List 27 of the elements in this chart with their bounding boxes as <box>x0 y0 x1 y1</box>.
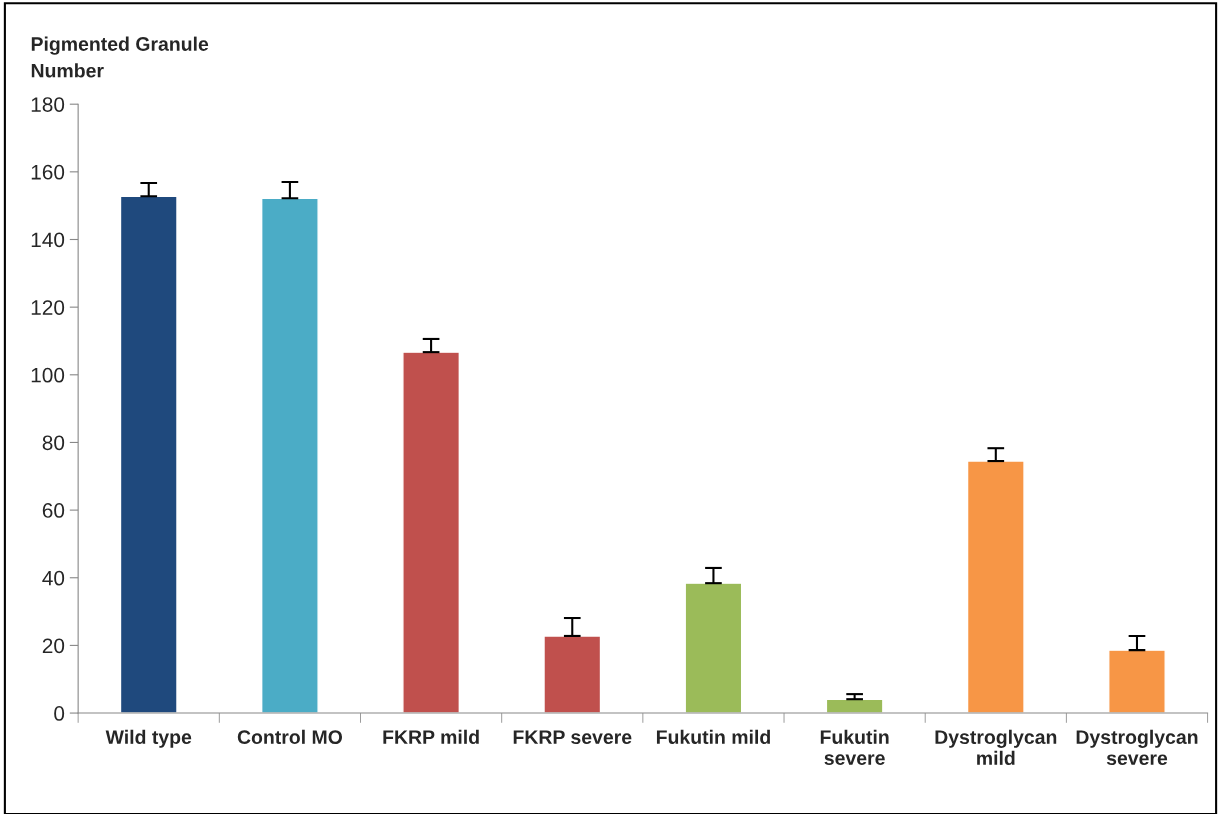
bar <box>260 197 319 714</box>
y-tick-label: 40 <box>42 570 65 586</box>
x-tick-label: Fukutin mild <box>656 729 770 745</box>
y-tick-label: 180 <box>31 97 65 112</box>
x-tick-label: Control MO <box>237 729 343 745</box>
x-tick-label: Dystroglycan severe <box>1076 729 1198 766</box>
x-tick-label: Dystroglycan mild <box>935 729 1057 766</box>
y-tick-label: 100 <box>31 367 65 383</box>
y-tick-label: 20 <box>42 638 65 654</box>
x-tick-label: Fukutin severe <box>820 729 889 765</box>
bar <box>825 698 884 714</box>
bar <box>1108 649 1166 714</box>
x-tick-label: Wild type <box>105 729 192 748</box>
x-tick-label: FKRP mild <box>383 729 479 745</box>
y-tick-label: 60 <box>42 503 65 518</box>
bar <box>119 195 178 714</box>
bar <box>684 582 743 714</box>
y-tick-label: 0 <box>54 706 65 721</box>
bar <box>543 635 602 714</box>
bar <box>966 460 1025 714</box>
y-tick-label: 160 <box>31 164 65 180</box>
y-tick-label: 120 <box>31 300 65 315</box>
bar <box>402 351 461 714</box>
y-tick-label: 140 <box>31 232 65 248</box>
x-tick-label: FKRP severe <box>513 730 632 745</box>
y-tick-label: 80 <box>42 435 65 451</box>
y-axis-title: Pigmented Granule Number <box>31 36 209 78</box>
